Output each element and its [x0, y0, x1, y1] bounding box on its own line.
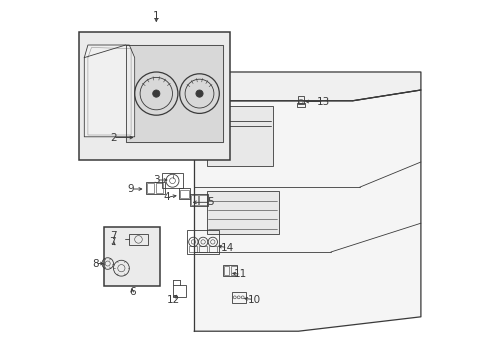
Bar — [199, 246, 206, 252]
Text: 7: 7 — [110, 231, 116, 241]
Text: 3: 3 — [153, 175, 159, 185]
Text: 5: 5 — [206, 197, 213, 207]
Bar — [180, 190, 189, 198]
Bar — [145, 182, 165, 194]
Text: 10: 10 — [247, 294, 260, 305]
Bar — [199, 195, 206, 205]
Bar — [172, 285, 186, 297]
Bar — [208, 246, 216, 252]
Bar — [146, 183, 153, 193]
Bar — [79, 32, 230, 160]
Bar — [231, 292, 245, 303]
Text: 9: 9 — [127, 184, 134, 194]
Text: 7: 7 — [108, 237, 115, 247]
Text: 4: 4 — [163, 192, 170, 202]
Polygon shape — [194, 90, 420, 331]
Circle shape — [196, 90, 203, 97]
Bar — [189, 194, 208, 206]
Bar — [223, 265, 237, 276]
Bar — [206, 106, 273, 166]
Bar — [206, 191, 278, 234]
Polygon shape — [194, 72, 420, 101]
Bar — [104, 227, 160, 286]
Polygon shape — [84, 45, 134, 137]
Text: 2: 2 — [110, 132, 116, 143]
Text: 11: 11 — [234, 269, 247, 279]
Text: 14: 14 — [221, 243, 234, 253]
Text: 8: 8 — [92, 258, 98, 269]
Circle shape — [152, 90, 160, 97]
Bar — [155, 183, 163, 193]
Text: 12: 12 — [166, 294, 180, 305]
Bar — [186, 230, 219, 254]
Bar — [190, 195, 198, 205]
Bar — [128, 234, 148, 245]
Bar — [162, 173, 182, 188]
Bar — [230, 266, 236, 275]
Bar — [188, 246, 196, 252]
Text: 13: 13 — [316, 96, 330, 107]
Bar — [296, 103, 305, 107]
Bar — [223, 266, 229, 275]
Text: 1: 1 — [153, 11, 159, 21]
Text: 6: 6 — [129, 287, 135, 297]
Polygon shape — [125, 45, 223, 142]
Bar — [179, 188, 190, 199]
Bar — [297, 96, 304, 104]
